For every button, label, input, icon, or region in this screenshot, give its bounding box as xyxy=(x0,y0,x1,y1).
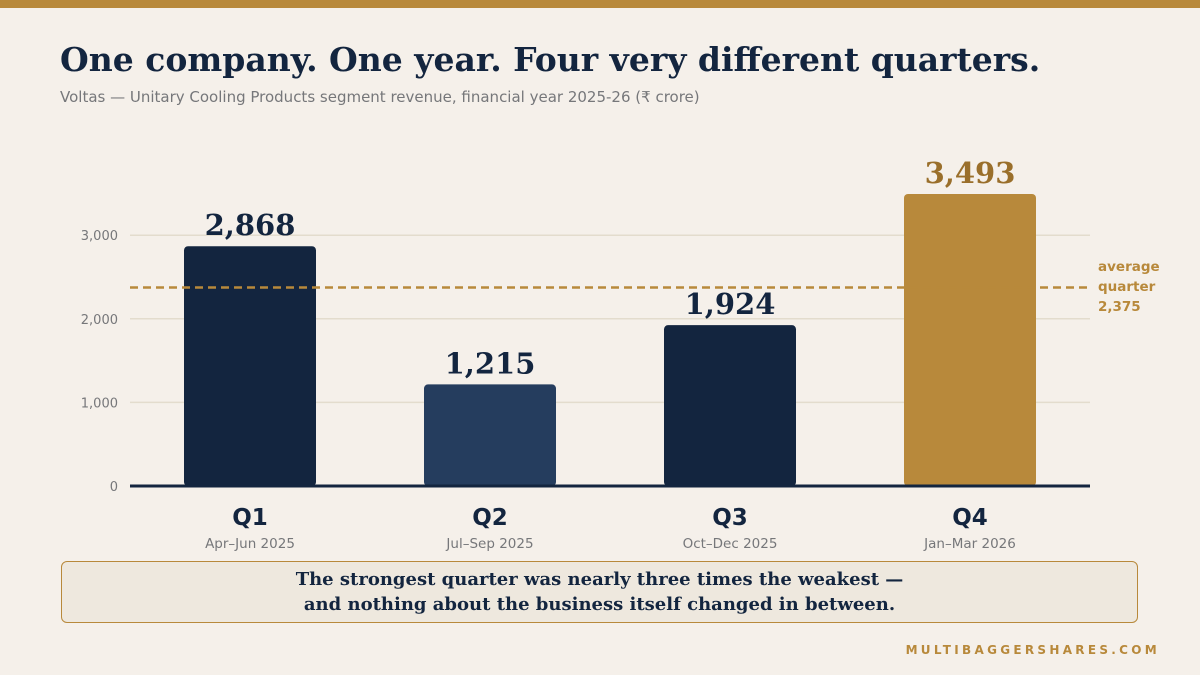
x-tick-sublabel: Jan–Mar 2026 xyxy=(923,536,1016,552)
callout-line-1: The strongest quarter was nearly three t… xyxy=(295,569,904,590)
x-tick-label: Q2 xyxy=(472,505,508,531)
x-tick-label: Q1 xyxy=(232,505,268,531)
top-accent-bar xyxy=(0,0,1200,8)
x-tick-sublabel: Jul–Sep 2025 xyxy=(445,536,533,552)
y-tick-label: 1,000 xyxy=(81,396,118,411)
bar-q3 xyxy=(664,325,796,486)
bar-q4 xyxy=(904,194,1036,486)
y-tick-label: 3,000 xyxy=(81,229,118,244)
x-tick-label: Q4 xyxy=(952,505,988,531)
average-reference-label: average quarter 2,375 xyxy=(1098,259,1160,315)
bar-q2 xyxy=(424,384,556,486)
callout-line-2: and nothing about the business itself ch… xyxy=(303,594,896,615)
y-tick-label: 0 xyxy=(110,480,118,495)
footer-brand: MULTIBAGGERSHARES.COM xyxy=(905,643,1160,657)
data-label-q3: 1,924 xyxy=(685,287,776,321)
x-tick-sublabel: Apr–Jun 2025 xyxy=(205,536,295,552)
average-reference-label-line: quarter xyxy=(1098,279,1156,295)
data-label-q2: 1,215 xyxy=(445,346,536,380)
average-reference-label-line: average xyxy=(1098,259,1160,275)
page-title: One company. One year. Four very differe… xyxy=(60,40,1041,79)
page-subtitle: Voltas — Unitary Cooling Products segmen… xyxy=(60,88,700,106)
y-tick-label: 2,000 xyxy=(81,313,118,328)
data-label-q1: 2,868 xyxy=(205,208,296,242)
x-tick-label: Q3 xyxy=(712,505,748,531)
data-label-q4: 3,493 xyxy=(925,156,1016,190)
takeaway-callout: The strongest quarter was nearly three t… xyxy=(61,561,1138,623)
average-reference-label-line: 2,375 xyxy=(1098,299,1141,315)
bar-q1 xyxy=(184,246,316,486)
quarterly-revenue-bar-chart: average quarter 2,375 2,868 Q1 Apr–Jun 2025 1… xyxy=(81,156,1160,552)
x-tick-sublabel: Oct–Dec 2025 xyxy=(683,536,778,552)
